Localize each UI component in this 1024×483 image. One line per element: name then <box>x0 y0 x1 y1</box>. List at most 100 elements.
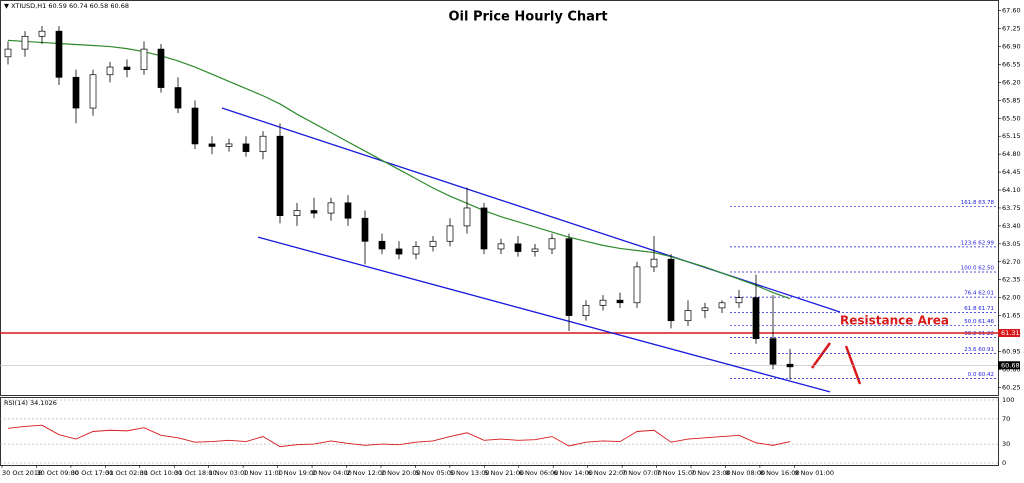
rsi-tick-label: 100 <box>1002 396 1014 404</box>
candle-body <box>616 299 624 304</box>
x-tick-label: 6 Nov 22:00 <box>588 469 628 477</box>
candle-body <box>4 48 12 58</box>
candle-body <box>650 258 658 268</box>
candle-body <box>361 217 369 242</box>
candle-body <box>344 202 352 219</box>
x-tick-label: 30 Oct 2018 <box>2 469 42 477</box>
fib-label: 123.6 62.99 <box>961 240 995 246</box>
chart-title: Oil Price Hourly Chart <box>448 10 607 25</box>
fib-label: 61.8 61.71 <box>964 306 994 312</box>
y-tick-label: 62.00 <box>1002 294 1021 302</box>
x-tick-label: 30 Oct 17:00 <box>71 469 113 477</box>
x-tick-label: 7 Nov 15:00 <box>657 469 697 477</box>
candle-body <box>157 48 165 88</box>
candle-body <box>174 87 182 109</box>
resistance-text: Resistance Area <box>840 313 949 327</box>
fib-label: 23.6 60.91 <box>964 347 994 353</box>
x-tick-label: 31 Oct 02:00 <box>105 469 147 477</box>
y-tick-label: 60.25 <box>1002 383 1021 391</box>
moving-average <box>7 39 791 300</box>
y-tick-label: 64.45 <box>1002 168 1021 176</box>
candle-body <box>21 35 29 50</box>
candle-body <box>735 297 743 304</box>
x-tick-label: 6 Nov 14:00 <box>553 469 593 477</box>
rsi-tick-label: 0 <box>1002 459 1006 467</box>
x-tick-label: 1 Nov 03:00 <box>209 469 249 477</box>
candle-body <box>582 304 590 316</box>
x-tick-label: 8 Nov 08:00 <box>725 469 765 477</box>
last-price-tag <box>998 361 1020 370</box>
candle-body <box>565 238 573 316</box>
y-tick-label: 63.40 <box>1002 222 1021 230</box>
candle-body <box>72 76 80 109</box>
y-tick-label: 61.65 <box>1002 312 1021 320</box>
candle-body <box>548 238 556 250</box>
y-tick-label: 65.50 <box>1002 114 1021 122</box>
candle-body <box>395 248 403 255</box>
x-tick-label: 31 Oct 18:00 <box>174 469 216 477</box>
x-tick-label: 9 Nov 01:00 <box>794 469 834 477</box>
y-tick-label: 63.05 <box>1002 240 1021 248</box>
channel-lower <box>257 236 831 393</box>
candle-body <box>225 143 233 147</box>
x-tick-label: 7 Nov 23:00 <box>691 469 731 477</box>
x-tick-label: 8 Nov 16:00 <box>760 469 800 477</box>
candle-body <box>446 225 454 242</box>
candle-body <box>514 243 522 252</box>
candle-body <box>463 207 471 227</box>
y-tick-label: 64.10 <box>1002 186 1021 194</box>
candle-body <box>106 66 114 76</box>
candle-body <box>667 258 675 322</box>
y-tick-label: 67.60 <box>1002 7 1021 15</box>
x-tick-label: 1 Nov 19:00 <box>278 469 318 477</box>
candle-body <box>140 48 148 70</box>
candle-body <box>327 202 335 214</box>
candle-body <box>191 107 199 145</box>
y-tick-label: 62.35 <box>1002 276 1021 284</box>
candle-body <box>293 210 301 217</box>
x-tick-label: 1 Nov 11:00 <box>243 469 283 477</box>
candle-body <box>259 135 267 152</box>
rsi-panel <box>0 397 999 466</box>
y-tick-label: 66.20 <box>1002 78 1021 86</box>
x-tick-label: 31 Oct 10:00 <box>140 469 182 477</box>
candle-body <box>701 307 709 311</box>
candle-body <box>89 74 97 109</box>
resistance-tag-label: 61.31 <box>1001 329 1020 337</box>
candle-body <box>633 266 641 304</box>
candle-body <box>123 66 131 70</box>
y-tick-label: 63.75 <box>1002 204 1021 212</box>
candle-body <box>769 338 777 365</box>
rsi-label: RSI(14) 34.1026 <box>4 399 57 407</box>
y-tick-label: 66.55 <box>1002 60 1021 68</box>
candle-body <box>208 143 216 147</box>
y-tick-label: 60.95 <box>1002 347 1021 355</box>
candle-body <box>55 30 63 78</box>
candle-body <box>412 246 420 255</box>
candle-body <box>480 207 488 250</box>
candle-body <box>429 240 437 247</box>
fib-label: 38.2 61.22 <box>964 331 994 337</box>
y-tick-label: 66.90 <box>1002 43 1021 51</box>
candle-body <box>242 143 250 152</box>
header: ▼ XTIUSD,H1 60.59 60.74 60.58 60.68 <box>4 2 129 10</box>
candle-body <box>378 240 386 250</box>
x-tick-label: 5 Nov 21:00 <box>484 469 524 477</box>
candle-body <box>38 30 46 37</box>
x-tick-label: 6 Nov 06:00 <box>519 469 559 477</box>
candle-body <box>752 297 760 339</box>
resistance-tag <box>998 328 1020 337</box>
rsi-line <box>7 424 791 448</box>
y-tick-label: 60.60 <box>1002 365 1021 373</box>
last-price-label: 60.68 <box>1001 361 1020 369</box>
y-tick-label: 65.15 <box>1002 132 1021 140</box>
candle-body <box>276 135 284 217</box>
candle-body <box>718 302 726 309</box>
fib-label: 50.0 61.46 <box>964 319 994 325</box>
fib-label: 161.8 63.78 <box>961 200 995 206</box>
candle-body <box>786 363 794 368</box>
y-tick-label: 64.80 <box>1002 150 1021 158</box>
candle-body <box>599 299 607 306</box>
y-tick-label: 67.25 <box>1002 25 1021 33</box>
arrow-up <box>810 342 832 369</box>
